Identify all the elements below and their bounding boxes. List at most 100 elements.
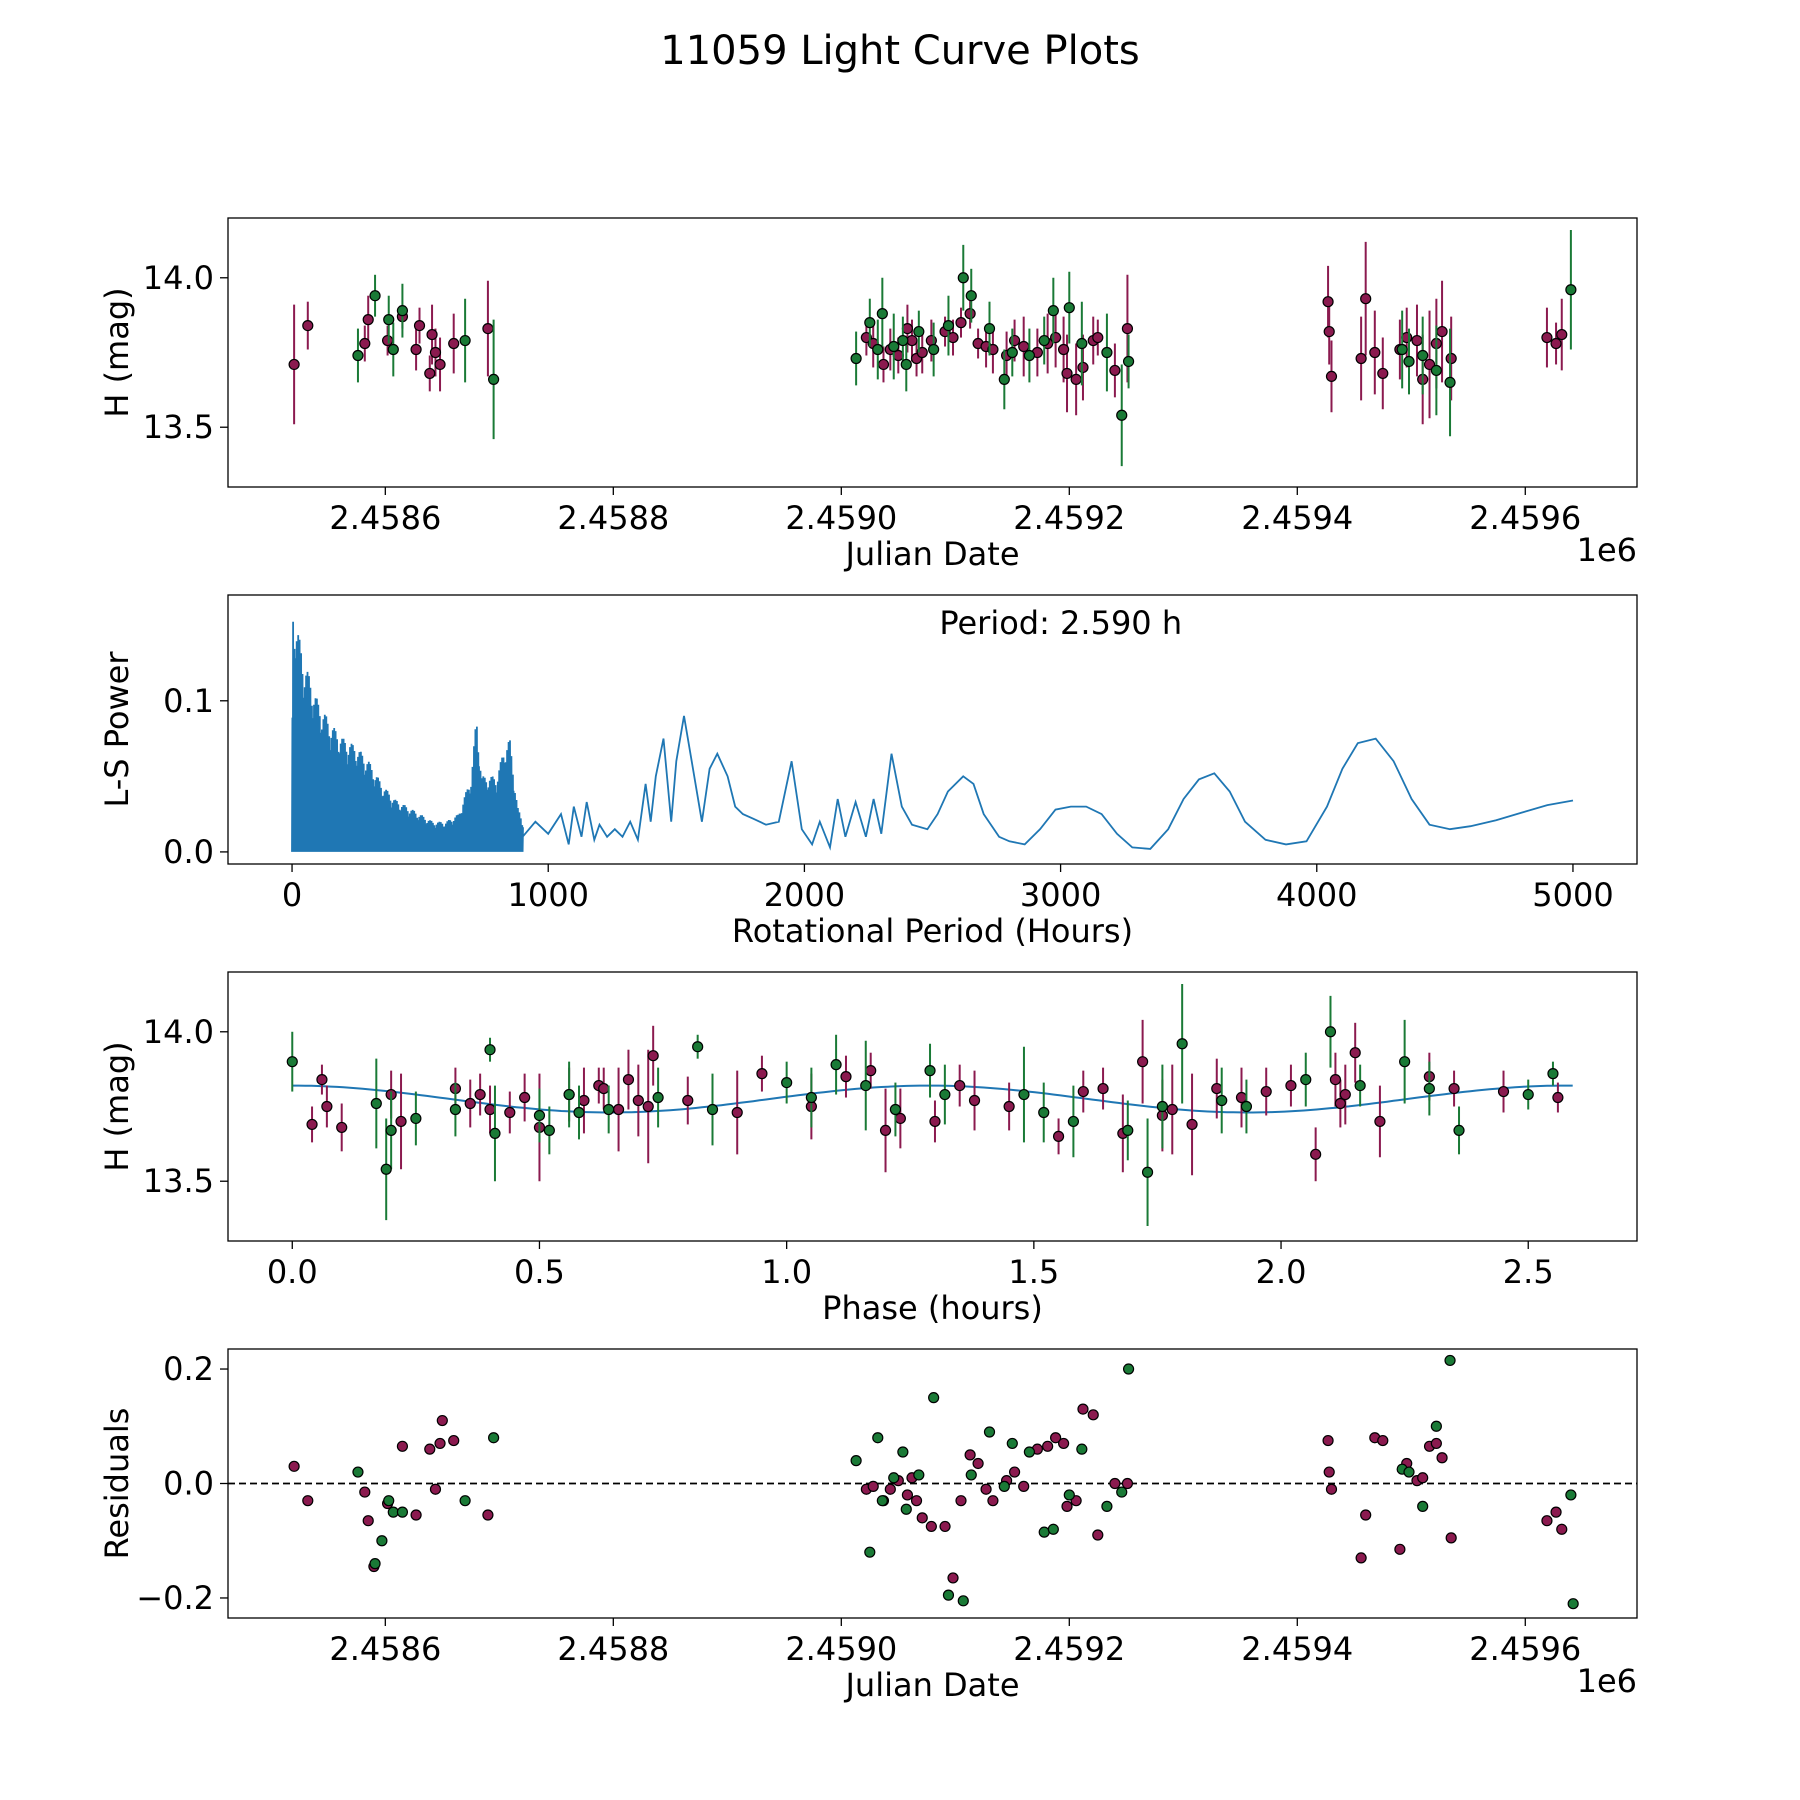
residuals-panel: 2.4586 2.4588 2.4590 2.4592 2.4594 2.4596 −0.2…: [98, 1348, 1638, 1704]
data-point: [964, 1449, 976, 1461]
data-point: [1567, 1598, 1579, 1610]
data-point: [888, 1472, 900, 1484]
data-point: [1038, 1106, 1050, 1119]
data-point: [1047, 305, 1059, 317]
data-point: [1401, 331, 1413, 344]
data-point: [1061, 1500, 1073, 1512]
data-point: [1240, 1100, 1253, 1113]
data-point: [1417, 349, 1429, 362]
data-point: [916, 1512, 928, 1524]
figure-title: 11059 Light Curve Plots: [660, 28, 1139, 74]
data-point: [954, 1079, 966, 1092]
data-point: [622, 1073, 635, 1086]
y-tick-label: 0.1: [163, 682, 214, 720]
data-point: [756, 1068, 768, 1080]
x-tick-label: 2.4588: [557, 1630, 669, 1668]
data-point: [1329, 1073, 1342, 1086]
lightcurve-axes-frame: [227, 217, 1638, 488]
data-point: [1349, 1047, 1361, 1059]
data-point: [1323, 1466, 1335, 1478]
data-point: [1061, 367, 1073, 380]
data-point: [879, 1124, 892, 1137]
data-point: [957, 1595, 969, 1607]
data-point: [877, 358, 890, 371]
series-purple: [288, 1403, 1568, 1584]
data-point: [448, 337, 460, 350]
data-point: [1166, 1103, 1178, 1116]
x-tick-label: 2000: [764, 876, 845, 914]
data-point: [380, 1163, 392, 1175]
data-point: [1541, 331, 1553, 344]
data-point: [1556, 328, 1568, 341]
data-point: [1109, 1477, 1121, 1490]
x-tick-label: 2.4594: [1241, 499, 1353, 537]
data-point: [840, 1071, 852, 1083]
data-point: [578, 1094, 590, 1107]
data-point: [1285, 1079, 1297, 1092]
data-point: [983, 1426, 996, 1438]
data-point: [1339, 1088, 1351, 1101]
data-point: [1556, 1523, 1568, 1535]
data-point: [1006, 1437, 1018, 1450]
data-point: [1008, 1466, 1021, 1478]
data-point: [1008, 334, 1021, 347]
data-point: [1156, 1100, 1168, 1113]
data-point: [1323, 325, 1335, 338]
data-point: [955, 317, 967, 329]
x-offset-label: 1e6: [1577, 531, 1637, 569]
data-point: [488, 373, 500, 385]
data-point: [598, 1082, 610, 1095]
data-point: [900, 358, 912, 371]
data-point: [426, 328, 438, 341]
data-point: [964, 308, 976, 320]
data-point: [302, 320, 314, 332]
data-point: [889, 1103, 902, 1116]
data-point: [965, 290, 977, 302]
data-point: [965, 1469, 977, 1481]
data-point: [1038, 1526, 1050, 1538]
data-point: [484, 1103, 496, 1116]
data-point: [1057, 343, 1070, 356]
data-point: [1018, 340, 1030, 353]
y-tick-label: 13.5: [143, 408, 214, 446]
data-point: [316, 1073, 328, 1086]
data-point: [850, 1455, 862, 1467]
data-point: [448, 1434, 460, 1447]
y-axis-label: Residuals: [98, 1408, 136, 1560]
data-point: [1430, 1437, 1442, 1450]
data-point: [424, 367, 436, 380]
x-axis-label: Rotational Period (Hours): [732, 912, 1133, 950]
data-point: [1122, 355, 1135, 368]
data-point: [1448, 1082, 1460, 1095]
data-point: [1176, 1038, 1188, 1050]
data-point: [642, 1100, 654, 1113]
data-point: [1453, 1124, 1465, 1137]
x-tick-label: 2.4596: [1469, 1630, 1581, 1668]
data-point: [1052, 1130, 1065, 1142]
x-tick-label: 2.4590: [785, 1630, 897, 1668]
data-point: [1374, 1115, 1386, 1128]
data-point: [1216, 1094, 1228, 1107]
data-point: [864, 317, 876, 329]
data-point: [1077, 1403, 1089, 1415]
data-point: [900, 1503, 912, 1515]
lightcurve-panel: 2.4586 2.4588 2.4590 2.4592 2.4594 2.4596 13.5…: [98, 217, 1638, 573]
x-tick-label: 0.5: [514, 1253, 565, 1291]
data-point: [1097, 1082, 1109, 1095]
data-point: [1101, 346, 1113, 359]
data-point: [1377, 367, 1389, 380]
data-point: [1411, 334, 1423, 347]
ls-power-line: [291, 621, 1574, 852]
data-point: [1550, 1506, 1562, 1518]
y-tick-label: 14.0: [143, 259, 214, 297]
phased-axes-frame: [227, 971, 1638, 1242]
data-point: [897, 1446, 909, 1458]
data-point: [612, 1103, 625, 1116]
data-point: [436, 1414, 448, 1427]
y-tick-label: 0.2: [163, 1350, 214, 1388]
x-tick-label: 2.4586: [329, 499, 441, 537]
x-tick-label: 1.5: [1008, 1253, 1059, 1291]
data-point: [1310, 1148, 1322, 1160]
x-tick-label: 3000: [1020, 876, 1101, 914]
data-point: [288, 1460, 300, 1472]
